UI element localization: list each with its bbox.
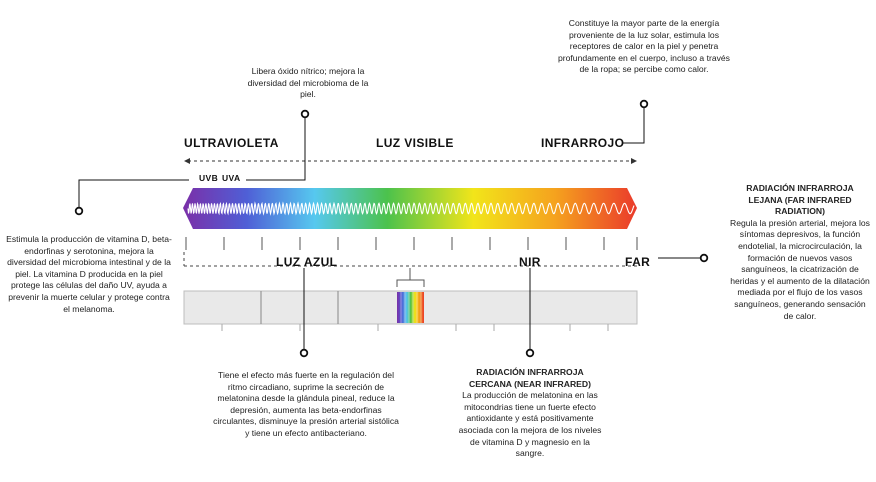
band-label-uvb: UVB [199, 173, 219, 183]
connector-ir [622, 108, 645, 144]
sublabel-far: FAR [625, 255, 651, 269]
arrow-left-head [184, 158, 190, 164]
detail-bar-ticks [221, 324, 609, 331]
dot-blue [299, 348, 309, 358]
arrow-right-head [631, 158, 637, 164]
note-uva: Libera óxido nítrico; mejora la diversid… [247, 66, 369, 100]
dot-ir [639, 99, 649, 109]
visible-swatch-stripes [400, 292, 422, 323]
band-label-uva: UVA [222, 173, 241, 183]
dot-uvb [74, 206, 84, 216]
note-blue-light: Tiene el efecto más fuerte en la regulac… [213, 370, 399, 438]
scale-ticks [185, 237, 638, 250]
note-nir-body: La producción de melatonina en las mitoc… [458, 390, 602, 459]
band-label-visible: LUZ VISIBLE [376, 136, 454, 150]
note-far: RADIACIÓN INFRARROJA LEJANA (FAR INFRARE… [730, 183, 870, 322]
note-far-title: RADIACIÓN INFRARROJA LEJANA (FAR INFRARE… [746, 183, 854, 217]
band-label-uv: ULTRAVIOLETA [184, 136, 279, 150]
dot-uva [300, 109, 310, 119]
note-nir: RADIACIÓN INFRARROJA CERCANA (NEAR INFRA… [455, 367, 605, 460]
visible-spectrum-swatch [397, 292, 424, 323]
note-nir-title: RADIACIÓN INFRARROJA CERCANA (NEAR INFRA… [469, 367, 591, 389]
band-label-ir: INFRARROJO [541, 136, 625, 150]
visible-zoom-bracket [396, 268, 425, 287]
note-uvb: Estimula la producción de vitamina D, be… [6, 234, 172, 314]
sublabel-blue-light: LUZ AZUL [276, 255, 338, 269]
sublabel-nir: NIR [519, 255, 541, 269]
connector-uva [246, 118, 306, 181]
note-far-body: Regula la presión arterial, mejora los s… [730, 217, 870, 321]
dot-nir [525, 348, 535, 358]
dot-far [699, 253, 709, 263]
connector-uvb [78, 179, 189, 207]
spectrum-wave [187, 201, 635, 216]
note-ir: Constituye la mayor parte de la energía … [558, 18, 730, 75]
